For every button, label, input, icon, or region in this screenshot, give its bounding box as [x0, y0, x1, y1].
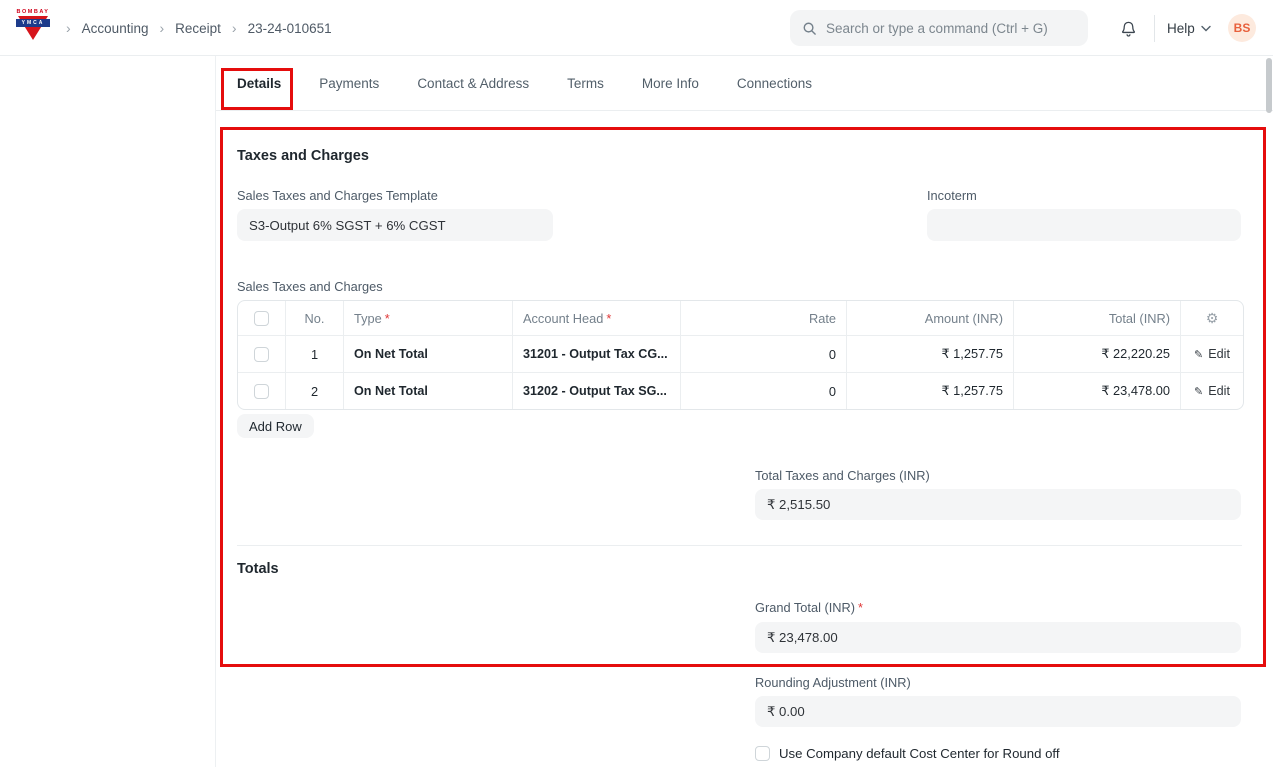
column-header-type: Type *	[344, 301, 513, 336]
column-header-amount: Amount (INR)	[847, 301, 1014, 336]
tab-payments[interactable]: Payments	[319, 75, 380, 91]
scrollbar-thumb[interactable]	[1266, 58, 1272, 113]
cell-row-number: 1	[286, 336, 344, 372]
pencil-icon: ✎	[1194, 385, 1204, 398]
cell-account-head[interactable]: 31201 - Output Tax CG...	[513, 336, 681, 372]
tab-terms[interactable]: Terms	[567, 75, 604, 91]
cell-type[interactable]: On Net Total	[344, 373, 513, 409]
sales-taxes-template-input[interactable]	[237, 209, 553, 241]
tab-connections[interactable]: Connections	[736, 75, 812, 91]
chevron-down-icon	[1201, 25, 1211, 32]
round-off-checkbox[interactable]	[755, 746, 770, 761]
edit-row-button[interactable]: ✎ Edit	[1194, 347, 1230, 361]
rounding-adjustment-input[interactable]	[755, 696, 1241, 727]
pencil-icon: ✎	[1194, 348, 1204, 361]
cell-total[interactable]: ₹ 23,478.00	[1014, 373, 1181, 409]
search-input[interactable]	[826, 20, 1076, 36]
logo-text-bombay: BOMBAY	[16, 9, 50, 15]
user-avatar[interactable]: BS	[1228, 14, 1256, 42]
help-menu[interactable]: Help	[1167, 0, 1211, 56]
section-title-totals: Totals	[237, 561, 279, 577]
cell-amount[interactable]: ₹ 1,257.75	[847, 336, 1014, 372]
grid-settings-gear-icon[interactable]: ⚙	[1205, 309, 1219, 326]
tab-details[interactable]: Details	[237, 56, 282, 110]
navbar-divider	[1154, 15, 1155, 42]
help-label: Help	[1167, 20, 1195, 36]
total-taxes-field-label: Total Taxes and Charges (INR)	[755, 468, 930, 483]
table-row: 1 On Net Total 31201 - Output Tax CG... …	[238, 336, 1243, 373]
cell-rate[interactable]: 0	[681, 373, 847, 409]
cell-amount[interactable]: ₹ 1,257.75	[847, 373, 1014, 409]
column-header-account-head: Account Head *	[513, 301, 681, 336]
sales-taxes-grid: No. Type * Account Head * Rate Amount (INR…	[237, 300, 1244, 410]
tab-contact-address[interactable]: Contact & Address	[417, 75, 530, 91]
avatar-initials: BS	[1233, 21, 1251, 35]
required-asterisk: *	[606, 310, 612, 326]
breadcrumb: › Accounting › Receipt › 23-24-010651	[66, 0, 332, 56]
edit-row-label: Edit	[1208, 347, 1230, 361]
template-field-label: Sales Taxes and Charges Template	[237, 188, 438, 203]
grid-header-row: No. Type * Account Head * Rate Amount (INR…	[238, 301, 1243, 336]
search-icon	[802, 21, 817, 36]
taxes-table-label: Sales Taxes and Charges	[237, 279, 383, 294]
notification-bell-icon[interactable]	[1119, 19, 1138, 45]
cell-account-head[interactable]: 31202 - Output Tax SG...	[513, 373, 681, 409]
grand-total-input[interactable]	[755, 622, 1241, 653]
cell-total[interactable]: ₹ 22,220.25	[1014, 336, 1181, 372]
logo[interactable]: BOMBAY YMCA	[13, 9, 53, 47]
breadcrumb-chevron-icon: ›	[159, 20, 165, 36]
round-off-checkbox-label: Use Company default Cost Center for Roun…	[779, 746, 1060, 761]
rounding-adjustment-field-label: Rounding Adjustment (INR)	[755, 675, 911, 690]
cell-rate[interactable]: 0	[681, 336, 847, 372]
tab-more-info[interactable]: More Info	[641, 75, 699, 91]
column-header-total: Total (INR)	[1014, 301, 1181, 336]
cell-row-number: 2	[286, 373, 344, 409]
column-header-rate: Rate	[681, 301, 847, 336]
column-header-no: No.	[286, 301, 344, 336]
total-taxes-input[interactable]	[755, 489, 1241, 520]
form-tabs: Details Payments Contact & Address Terms…	[216, 56, 1273, 111]
section-divider	[237, 545, 1242, 546]
add-row-button[interactable]: Add Row	[237, 414, 314, 438]
required-asterisk: *	[858, 600, 864, 615]
sidebar-divider	[215, 56, 216, 767]
logo-text-ymca: YMCA	[16, 19, 50, 27]
edit-row-button[interactable]: ✎ Edit	[1194, 384, 1230, 398]
incoterm-field-label: Incoterm	[927, 188, 977, 203]
grand-total-field-label: Grand Total (INR) *	[755, 600, 864, 615]
navbar: BOMBAY YMCA › Accounting › Receipt › 23-…	[0, 0, 1273, 56]
breadcrumb-chevron-icon: ›	[66, 20, 71, 36]
round-off-cost-center-row: Use Company default Cost Center for Roun…	[755, 746, 1060, 761]
edit-row-label: Edit	[1208, 384, 1230, 398]
breadcrumb-item-receipt[interactable]: Receipt	[175, 20, 221, 36]
section-title-taxes-and-charges: Taxes and Charges	[237, 148, 369, 164]
incoterm-input[interactable]	[927, 209, 1241, 241]
global-search[interactable]	[790, 10, 1088, 46]
breadcrumb-chevron-icon: ›	[231, 20, 237, 36]
cell-type[interactable]: On Net Total	[344, 336, 513, 372]
select-all-checkbox[interactable]	[254, 310, 269, 326]
row-checkbox[interactable]	[254, 383, 269, 399]
breadcrumb-item-docname[interactable]: 23-24-010651	[247, 20, 332, 36]
row-checkbox[interactable]	[254, 346, 269, 362]
breadcrumb-item-accounting[interactable]: Accounting	[81, 20, 149, 36]
table-row: 2 On Net Total 31202 - Output Tax SG... …	[238, 373, 1243, 409]
required-asterisk: *	[384, 310, 390, 326]
